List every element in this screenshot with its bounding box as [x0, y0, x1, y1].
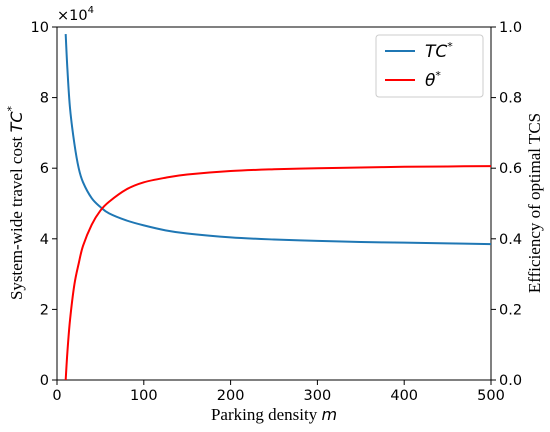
- x-tick-label: 200: [217, 388, 245, 404]
- x-axis-title-var: m: [321, 405, 337, 424]
- y-left-axis-title-var: TC: [7, 111, 26, 133]
- legend-label-tc: TC*: [425, 40, 453, 62]
- y-left-tick-label: 0: [40, 373, 49, 389]
- y-right-tick-label: 0.6: [499, 161, 522, 177]
- y-left-multiplier: ×104: [57, 5, 94, 24]
- series-line-tc: [64, 34, 492, 246]
- y-left-axis-title-text: System-wide travel cost: [7, 132, 26, 300]
- legend-label-tc-sup: *: [447, 40, 453, 53]
- y-left-tick-label: 2: [40, 302, 49, 318]
- y-right-tick-label: 1.0: [499, 20, 522, 36]
- legend-label-theta-sup: *: [435, 69, 441, 82]
- plot-frame: [56, 26, 492, 381]
- y-right-axis-ticks: 0.0 0.2 0.4 0.6 0.8 1.0: [491, 20, 522, 389]
- y-left-tick-label: 10: [31, 20, 49, 36]
- legend: TC* θ*: [375, 34, 484, 98]
- y-left-tick-label: 6: [40, 161, 49, 177]
- x-tick-label: 400: [390, 388, 418, 404]
- series-layer: [64, 34, 492, 381]
- x-tick-label: 500: [477, 388, 505, 404]
- x-axis-title-text: Parking density: [211, 405, 322, 424]
- legend-label-theta-name: θ: [425, 71, 436, 91]
- multiplier-exp: 4: [88, 5, 94, 16]
- y-right-tick-label: 0.8: [499, 91, 522, 107]
- y-left-tick-label: 8: [40, 91, 49, 107]
- x-tick-label: 300: [304, 388, 332, 404]
- y-right-axis-title: Efficiency of optimal TCS: [525, 113, 544, 293]
- y-right-tick-label: 0.4: [499, 232, 522, 248]
- y-right-tick-label: 0.2: [499, 302, 522, 318]
- x-axis-title: Parking density m: [211, 405, 337, 424]
- legend-label-theta: θ*: [425, 69, 441, 91]
- multiplier-base: ×10: [57, 8, 88, 24]
- legend-label-tc-name: TC: [425, 42, 447, 62]
- y-left-axis-title-sup: *: [5, 105, 18, 111]
- x-axis-ticks: 0 100 200 300 400 500: [52, 380, 505, 404]
- series-line-theta: [64, 165, 492, 381]
- y-right-tick-label: 0.0: [499, 373, 522, 389]
- y-left-axis-title: System-wide travel cost TC*: [5, 105, 26, 300]
- y-left-axis-ticks: 0 2 4 6 8 10: [31, 20, 57, 389]
- x-tick-label: 100: [130, 388, 158, 404]
- y-left-tick-label: 4: [40, 232, 49, 248]
- x-tick-label: 0: [52, 388, 61, 404]
